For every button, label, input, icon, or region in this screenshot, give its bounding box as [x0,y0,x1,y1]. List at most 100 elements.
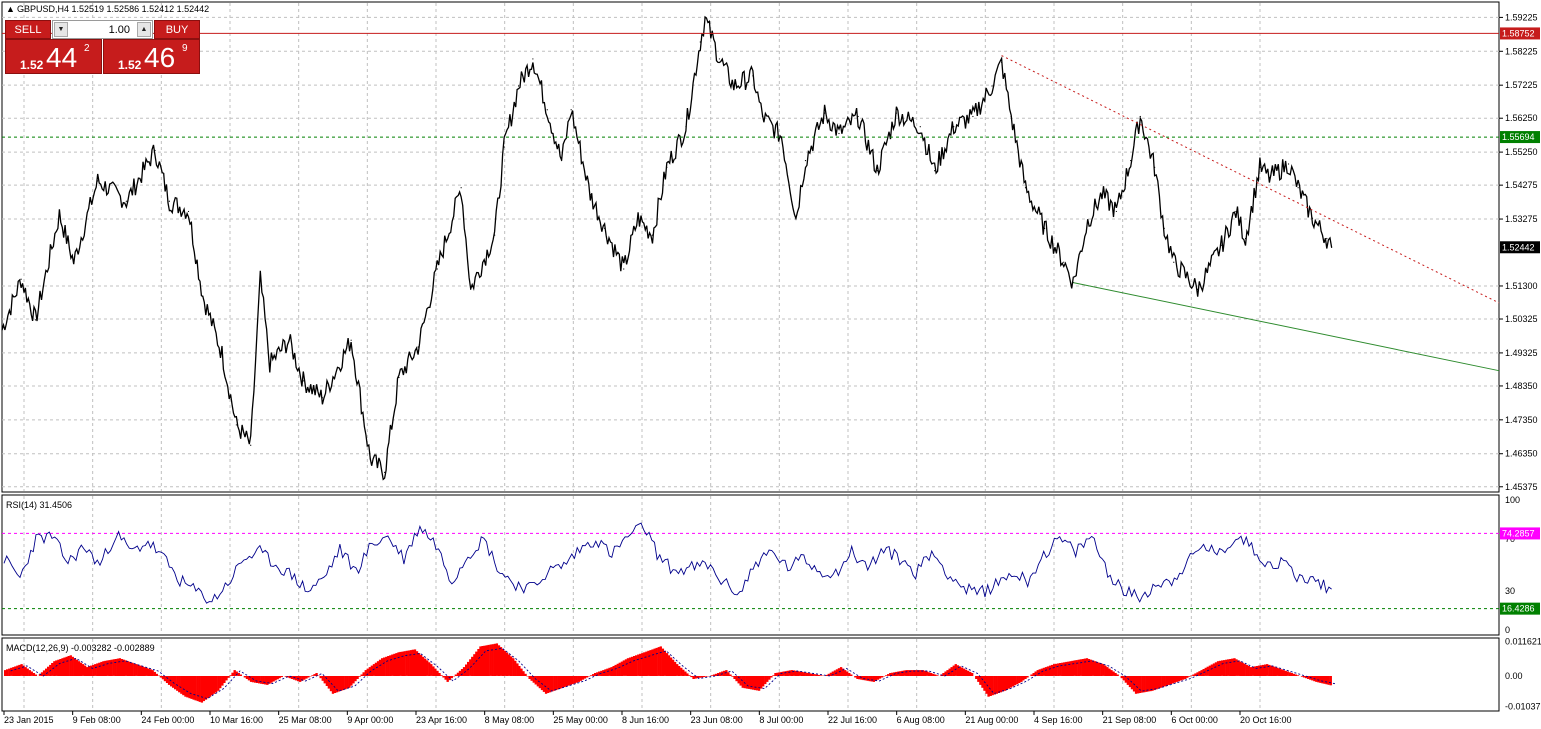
macd-histogram-bar [395,653,398,676]
macd-histogram-bar [1112,671,1115,676]
macd-histogram-bar [925,671,929,676]
macd-histogram-bar [770,676,773,678]
macd-histogram-bar [325,676,329,686]
macd-histogram-bar [270,676,273,683]
macd-histogram-bar [542,676,546,692]
macd-histogram-bar [794,670,798,676]
macd-histogram-bar [546,676,550,693]
macd-histogram-bar [747,676,751,689]
macd-histogram-bar [266,676,269,685]
macd-histogram-bar [602,670,605,676]
macd-histogram-bar [786,670,789,676]
macd-histogram-bar [254,676,257,683]
macd-histogram-bar [1145,676,1148,692]
lot-size-stepper[interactable]: ▼ ▲ [52,20,153,39]
price-tick-label: 1.49325 [1505,348,1538,358]
macd-histogram-bar [897,671,900,676]
macd-histogram-bar [952,665,955,676]
macd-histogram-bar [774,673,777,676]
macd-histogram-bar [131,662,134,676]
macd-histogram-bar [135,664,138,676]
macd-histogram-bar [538,676,542,689]
macd-histogram-bar [149,669,152,676]
macd-histogram-bar [1042,667,1046,676]
price-point [1130,159,1132,162]
macd-histogram-bar [702,676,705,678]
macd-histogram-bar [301,676,304,681]
macd-histogram-bar [551,676,554,692]
price-point [1173,261,1175,263]
macd-series [4,643,1337,703]
macd-histogram-bar [1278,668,1281,676]
price-point [895,112,897,114]
macd-histogram-bar [997,676,1001,693]
macd-histogram-bar [944,671,947,676]
price-point [1206,271,1208,274]
macd-histogram-bar [235,671,238,676]
price-point [259,278,261,280]
macd-histogram-bar [760,676,763,689]
buy-button[interactable]: BUY [154,20,200,39]
price-point [321,397,324,399]
macd-histogram-bar [841,668,845,676]
macd-histogram-bar [141,666,144,676]
macd-histogram-bar [764,676,767,685]
macd-histogram-bar [294,676,298,681]
macd-histogram-bar [891,672,894,676]
macd-histogram-bar [340,676,343,691]
macd-histogram-bar [366,668,369,676]
lot-increase-icon[interactable]: ▲ [137,22,151,37]
sell-button[interactable]: SELL [5,20,51,39]
price-tag-label: 1.55694 [1502,132,1535,142]
macd-histogram-bar [684,671,687,676]
macd-histogram-bar [497,645,501,676]
macd-histogram-bar [61,658,64,676]
macd-histogram-bar [249,676,253,682]
macd-histogram-bar [434,668,437,676]
macd-histogram-bar [358,676,361,677]
macd-histogram-bar [1247,666,1250,676]
macd-histogram-bar [960,667,964,676]
macd-histogram-bar [28,670,31,676]
lot-decrease-icon[interactable]: ▼ [54,22,68,37]
sell-price-box[interactable]: 1.52 44 2 [5,39,102,74]
macd-histogram-bar [1026,676,1029,678]
macd-histogram-bar [1159,676,1162,688]
macd-histogram-bar [83,665,87,676]
macd-histogram-bar [335,676,339,693]
symbol-arrow-icon[interactable]: ▲ [6,4,15,14]
macd-histogram-bar [696,676,699,679]
macd-histogram-bar [512,658,515,676]
macd-histogram-bar [465,664,468,676]
macd-histogram-bar [989,676,992,696]
price-point [604,227,606,229]
macd-histogram-bar [608,667,611,676]
macd-histogram-bar [948,668,951,676]
macd-histogram-bar [1141,676,1144,693]
macd-histogram-bar [1249,667,1253,676]
macd-histogram-bar [1110,670,1113,676]
price-point [250,444,252,446]
lot-size-input[interactable] [70,22,132,37]
macd-histogram-bar [378,659,382,676]
macd-histogram-bar [456,672,460,676]
buy-price-box[interactable]: 1.52 46 9 [103,39,200,74]
price-point [685,126,687,128]
time-tick-label: 20 Oct 16:00 [1240,715,1292,725]
trendlines[interactable] [1001,55,1500,372]
macd-histogram-bar [210,676,214,696]
price-point [1331,246,1333,248]
price-point [34,319,37,321]
macd-histogram-bar [717,673,720,676]
macd-histogram-bar [768,676,771,680]
macd-histogram-bar [1177,676,1181,682]
macd-histogram-bar [1208,665,1212,676]
macd-histogram-bar [18,664,21,676]
macd-histogram-bar [225,676,228,681]
macd-histogram-bar [491,644,494,676]
macd-histogram-bar [139,665,142,676]
macd-histogram-bar [20,664,23,676]
macd-histogram-bar [850,674,853,676]
macd-histogram-bar [1022,676,1025,681]
